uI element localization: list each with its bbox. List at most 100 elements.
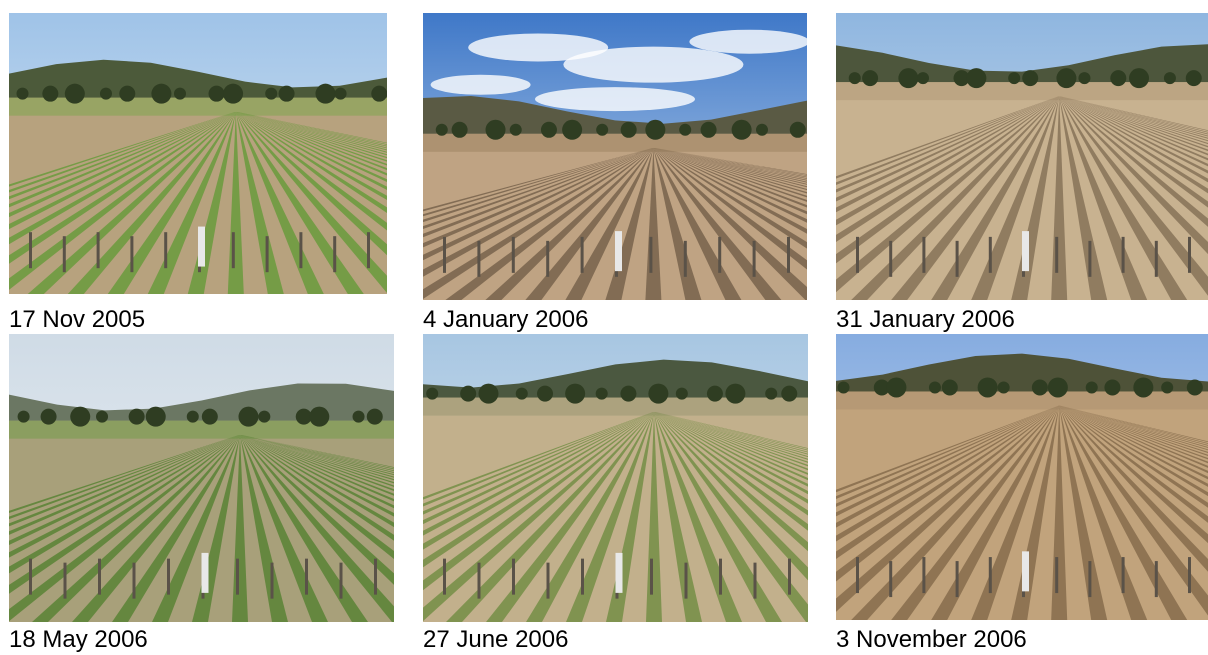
post [955,240,959,277]
crop-row [107,111,236,294]
post [787,236,790,273]
crop-row [1059,405,1208,464]
tree [1031,379,1048,396]
crop-row [423,411,654,507]
crop-row [653,147,807,188]
tree [119,85,136,102]
post [1188,236,1191,273]
tree [258,410,271,423]
crop-row [445,147,654,300]
tree [478,383,499,404]
crop-row [836,96,1060,186]
crop-row [653,147,807,181]
post [339,562,343,599]
post [299,232,303,269]
crop-row [1051,96,1068,300]
post [512,558,515,595]
cloud [689,29,807,54]
crop-row [836,405,1060,499]
post [367,232,370,269]
crop-row [423,147,654,299]
tree [451,121,468,138]
caption: 17 Nov 2005 [9,306,146,333]
crop-row [235,111,387,190]
field-far [423,397,808,416]
tree [295,408,312,425]
tree [151,83,172,104]
post [265,236,269,273]
post [856,236,859,273]
crop-row [836,405,1060,528]
tree [17,410,30,423]
crop-row [1059,405,1108,620]
crop-row [235,111,387,256]
post [29,232,32,269]
tree [755,123,768,136]
crop-row [240,434,368,622]
tree [781,385,798,402]
post [231,232,235,269]
field-far [9,97,387,116]
crop-row [240,434,394,517]
caption: 27 June 2006 [423,626,569,653]
tree [941,379,958,396]
crop-row [423,411,654,525]
crop-row [836,405,1060,493]
tree [1161,381,1174,394]
post [164,232,168,269]
tree [16,87,29,100]
crop-row [653,147,807,270]
post [1055,557,1059,594]
marker [1022,231,1029,272]
tree [1047,377,1068,398]
tree [70,406,91,427]
tree [223,83,244,104]
post [650,558,653,595]
crop-row [423,147,654,212]
tree [1185,70,1202,87]
crop-row [9,111,236,187]
tree [953,70,970,87]
post [443,558,446,595]
post [1154,240,1158,277]
crop-row [1059,405,1208,474]
crop-row [653,147,807,194]
tree [873,379,890,396]
tree [977,377,998,398]
tree [917,72,930,85]
cloud [563,46,744,83]
field-far [9,420,394,439]
post [988,236,992,273]
crop-row [9,434,240,574]
crop-row [9,111,236,208]
tree [426,387,439,400]
crop-row [112,434,240,622]
crop-row [9,111,236,200]
crop-row [9,111,236,245]
tree [173,87,186,100]
tree [509,123,522,136]
post [753,562,757,599]
tree [460,385,477,402]
post [719,558,722,595]
crop-row [423,147,654,217]
post [718,236,722,273]
photo [9,334,394,622]
crop-row [836,96,1060,213]
crop-row [654,411,808,458]
tree [309,406,330,427]
crop-row [235,111,387,147]
tree [679,123,692,136]
crop-row [235,111,284,294]
post [922,557,926,594]
tree [278,85,295,102]
post [1055,236,1059,273]
post [305,558,308,595]
crop-row [836,405,1060,542]
crop-row [654,411,808,451]
post [374,558,377,595]
crop-row [240,434,394,622]
crop-row [240,434,288,622]
post [477,562,481,599]
cloud [430,74,531,95]
